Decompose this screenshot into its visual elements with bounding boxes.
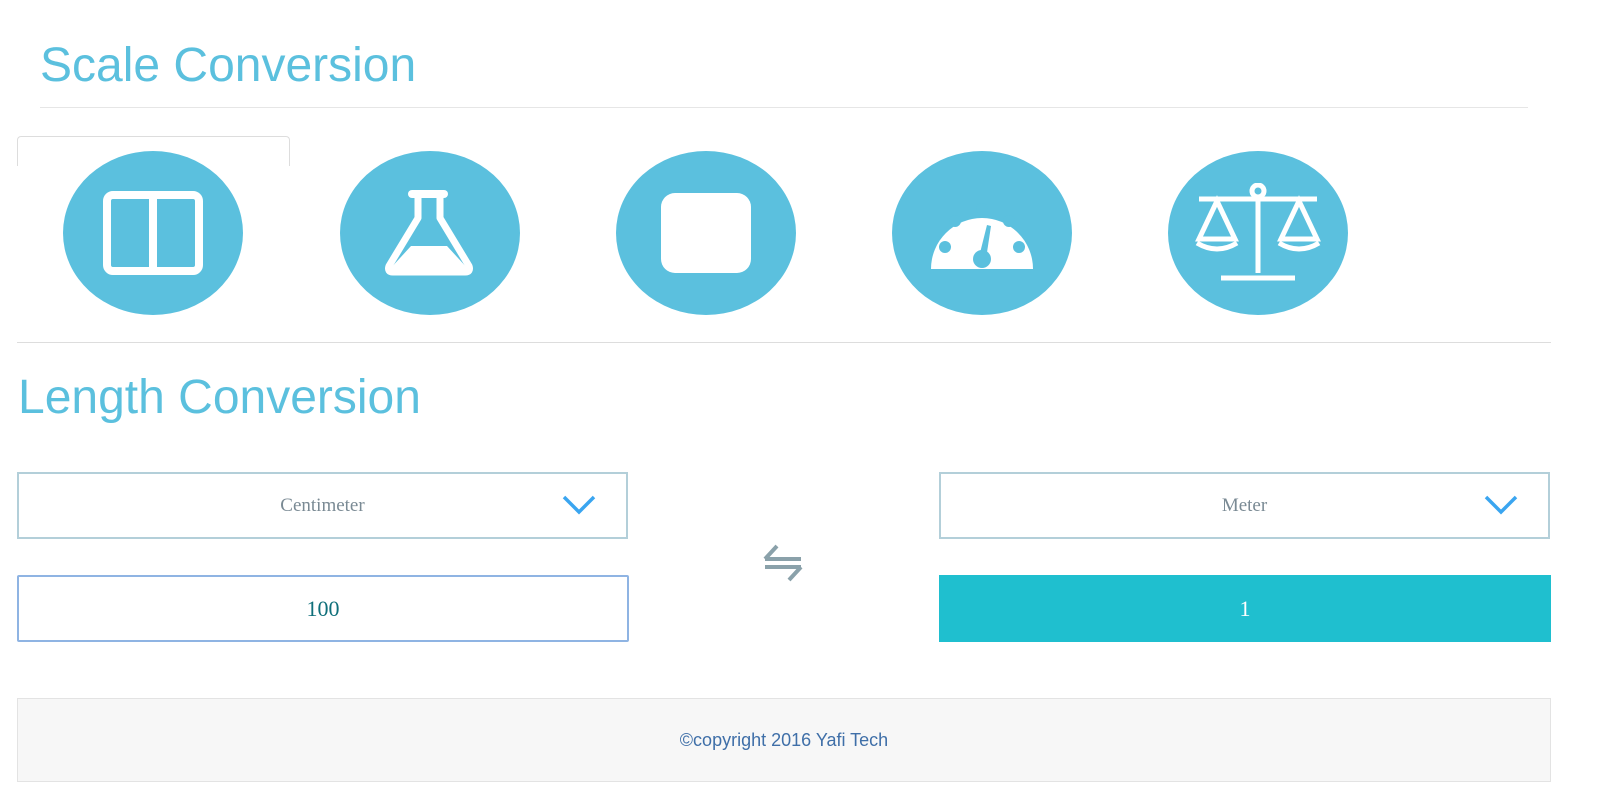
balance-scale-icon bbox=[1195, 183, 1321, 281]
divider bbox=[40, 107, 1528, 108]
copyright-text: ©copyright 2016 Yafi Tech bbox=[679, 729, 889, 750]
to-unit-value: Meter bbox=[1221, 494, 1268, 516]
from-unit-value: Centimeter bbox=[280, 494, 365, 516]
swap-units-icon[interactable] bbox=[763, 544, 803, 582]
to-unit-select[interactable]: Meter bbox=[939, 472, 1550, 539]
footer: ©copyright 2016 Yafi Tech bbox=[17, 698, 1551, 782]
columns-icon bbox=[103, 191, 203, 275]
from-unit-select[interactable]: Centimeter bbox=[17, 472, 628, 539]
category-weight-button[interactable] bbox=[1168, 151, 1348, 315]
flask-icon bbox=[385, 190, 473, 276]
section-title: Length Conversion bbox=[18, 371, 421, 424]
square-icon bbox=[661, 193, 751, 273]
speedometer-icon bbox=[931, 203, 1033, 269]
category-area-button[interactable] bbox=[616, 151, 796, 315]
category-volume-button[interactable] bbox=[340, 151, 520, 315]
chevron-down-icon bbox=[1484, 495, 1518, 515]
chevron-down-icon bbox=[562, 495, 596, 515]
section-divider bbox=[17, 342, 1551, 343]
result-value: 1 bbox=[939, 575, 1551, 642]
active-tab-outline bbox=[17, 136, 290, 166]
page-title: Scale Conversion bbox=[40, 39, 417, 92]
input-value-field[interactable] bbox=[17, 575, 629, 642]
category-speed-button[interactable] bbox=[892, 151, 1072, 315]
category-length-button[interactable] bbox=[63, 151, 243, 315]
